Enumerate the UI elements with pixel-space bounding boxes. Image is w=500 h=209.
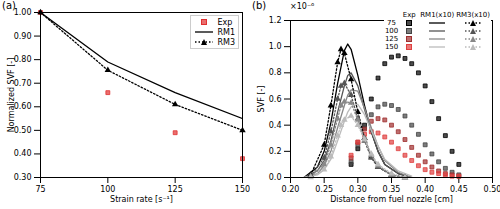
html-text:RM1: RM1 bbox=[217, 27, 235, 37]
svg-text:0.50: 0.50 bbox=[14, 126, 32, 135]
svg-text:0.40: 0.40 bbox=[14, 149, 32, 158]
svg-text:1.2: 1.2 bbox=[269, 16, 282, 25]
svg-text:0.6: 0.6 bbox=[269, 95, 282, 104]
html-text:RM3: RM3 bbox=[217, 37, 235, 47]
svg-text:0.90: 0.90 bbox=[14, 32, 32, 41]
html-text:75: 75 bbox=[387, 19, 396, 27]
svg-text:0.2: 0.2 bbox=[269, 147, 282, 156]
svg-text:150: 150 bbox=[235, 185, 250, 194]
svg-text:0.8: 0.8 bbox=[269, 68, 282, 77]
html-text:125: 125 bbox=[384, 35, 399, 43]
svg-text:100: 100 bbox=[100, 185, 115, 194]
svg-text:75: 75 bbox=[35, 185, 45, 194]
svg-text:0.25: 0.25 bbox=[315, 185, 333, 194]
svg-text:1.00: 1.00 bbox=[14, 8, 32, 17]
svg-text:1.0: 1.0 bbox=[269, 42, 282, 51]
svg-text:125: 125 bbox=[168, 185, 183, 194]
html-text:(a): (a) bbox=[2, 0, 16, 11]
html-text:Exp: Exp bbox=[217, 17, 233, 27]
html-text:RM1(x10) RM3(x10): RM1(x10) RM3(x10) bbox=[420, 11, 490, 19]
svg-text:SVF [-]: SVF [-] bbox=[257, 86, 266, 113]
svg-text:0.30: 0.30 bbox=[14, 173, 32, 182]
svg-text:Strain rate [s⁻¹]: Strain rate [s⁻¹] bbox=[110, 195, 173, 204]
html-text:100: 100 bbox=[384, 27, 399, 35]
html-text:Exp: Exp bbox=[402, 11, 416, 19]
svg-text:0.70: 0.70 bbox=[14, 79, 32, 88]
svg-text:0.50: 0.50 bbox=[484, 185, 500, 194]
html-text:(b): (b) bbox=[252, 0, 267, 11]
svg-text:0.4: 0.4 bbox=[269, 121, 282, 130]
svg-text:Normalized SVF [-]: Normalized SVF [-] bbox=[7, 58, 16, 133]
svg-text:0.0: 0.0 bbox=[269, 173, 282, 182]
svg-text:0.45: 0.45 bbox=[450, 185, 468, 194]
svg-text:0.35: 0.35 bbox=[383, 185, 401, 194]
svg-text:0.60: 0.60 bbox=[14, 102, 32, 111]
svg-text:0.80: 0.80 bbox=[14, 55, 32, 64]
svg-text:0.20: 0.20 bbox=[282, 185, 300, 194]
svg-text:Distance from fuel nozzle [cm]: Distance from fuel nozzle [cm] bbox=[330, 195, 453, 204]
svg-text:0.30: 0.30 bbox=[349, 185, 367, 194]
html-text:150: 150 bbox=[384, 43, 399, 51]
svg-text:0.40: 0.40 bbox=[416, 185, 434, 194]
html-text:×10⁻⁶: ×10⁻⁶ bbox=[290, 2, 315, 11]
